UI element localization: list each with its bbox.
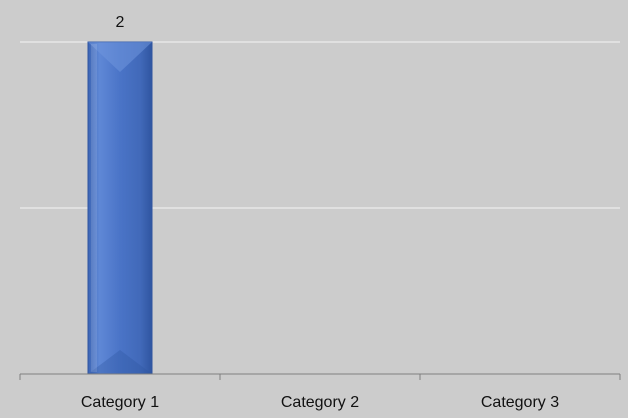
x-tick-label-2: Category 2 bbox=[281, 394, 359, 411]
bars bbox=[87, 41, 153, 375]
bar-body bbox=[87, 41, 153, 375]
labels: Category 1 Category 2 Category 3 2 bbox=[81, 14, 559, 411]
x-tick-label-1: Category 1 bbox=[81, 394, 159, 411]
x-axis bbox=[19, 373, 621, 380]
bar-1 bbox=[87, 41, 153, 375]
bar-highlight bbox=[91, 44, 97, 372]
x-tick-label-3: Category 3 bbox=[481, 394, 559, 411]
data-label-1: 2 bbox=[116, 14, 125, 31]
bar-top-bevel bbox=[88, 42, 152, 72]
bar-bottom-bevel bbox=[88, 350, 152, 374]
